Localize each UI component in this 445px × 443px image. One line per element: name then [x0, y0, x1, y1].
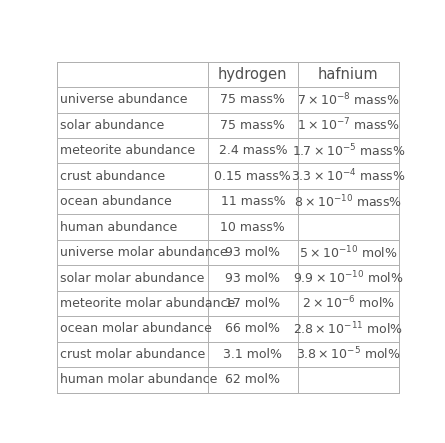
Text: universe abundance: universe abundance [60, 93, 188, 106]
Text: 0.15 mass%: 0.15 mass% [214, 170, 291, 183]
Text: solar molar abundance: solar molar abundance [60, 272, 204, 284]
Text: hafnium: hafnium [318, 67, 379, 82]
Text: 93 mol%: 93 mol% [225, 246, 280, 259]
Text: ocean abundance: ocean abundance [60, 195, 172, 208]
Text: $1.7\times10^{-5}$ mass%: $1.7\times10^{-5}$ mass% [291, 143, 405, 159]
Text: human molar abundance: human molar abundance [60, 373, 218, 386]
Text: $5\times10^{-10}$ mol%: $5\times10^{-10}$ mol% [299, 244, 398, 261]
Text: human abundance: human abundance [60, 221, 177, 233]
Text: hydrogen: hydrogen [218, 67, 287, 82]
Text: $1\times10^{-7}$ mass%: $1\times10^{-7}$ mass% [297, 117, 400, 134]
Text: $2\times10^{-6}$ mol%: $2\times10^{-6}$ mol% [302, 295, 395, 312]
Text: ocean molar abundance: ocean molar abundance [60, 323, 212, 335]
Text: 62 mol%: 62 mol% [225, 373, 280, 386]
Text: 75 mass%: 75 mass% [220, 119, 285, 132]
Text: crust molar abundance: crust molar abundance [60, 348, 205, 361]
Text: crust abundance: crust abundance [60, 170, 165, 183]
Text: 2.4 mass%: 2.4 mass% [218, 144, 287, 157]
Text: 10 mass%: 10 mass% [220, 221, 285, 233]
Text: $2.8\times10^{-11}$ mol%: $2.8\times10^{-11}$ mol% [293, 321, 404, 337]
Text: $3.8\times10^{-5}$ mol%: $3.8\times10^{-5}$ mol% [296, 346, 401, 363]
Text: solar abundance: solar abundance [60, 119, 164, 132]
Text: 75 mass%: 75 mass% [220, 93, 285, 106]
Text: 66 mol%: 66 mol% [225, 323, 280, 335]
Text: meteorite molar abundance: meteorite molar abundance [60, 297, 235, 310]
Text: 17 mol%: 17 mol% [225, 297, 280, 310]
Text: $3.3\times10^{-4}$ mass%: $3.3\times10^{-4}$ mass% [291, 168, 406, 185]
Text: 93 mol%: 93 mol% [225, 272, 280, 284]
Text: $8\times10^{-10}$ mass%: $8\times10^{-10}$ mass% [294, 194, 403, 210]
Text: $9.9\times10^{-10}$ mol%: $9.9\times10^{-10}$ mol% [293, 270, 404, 286]
Text: meteorite abundance: meteorite abundance [60, 144, 195, 157]
Text: universe molar abundance: universe molar abundance [60, 246, 228, 259]
Text: 11 mass%: 11 mass% [221, 195, 285, 208]
Text: 3.1 mol%: 3.1 mol% [223, 348, 282, 361]
Text: $7\times10^{-8}$ mass%: $7\times10^{-8}$ mass% [297, 92, 400, 108]
